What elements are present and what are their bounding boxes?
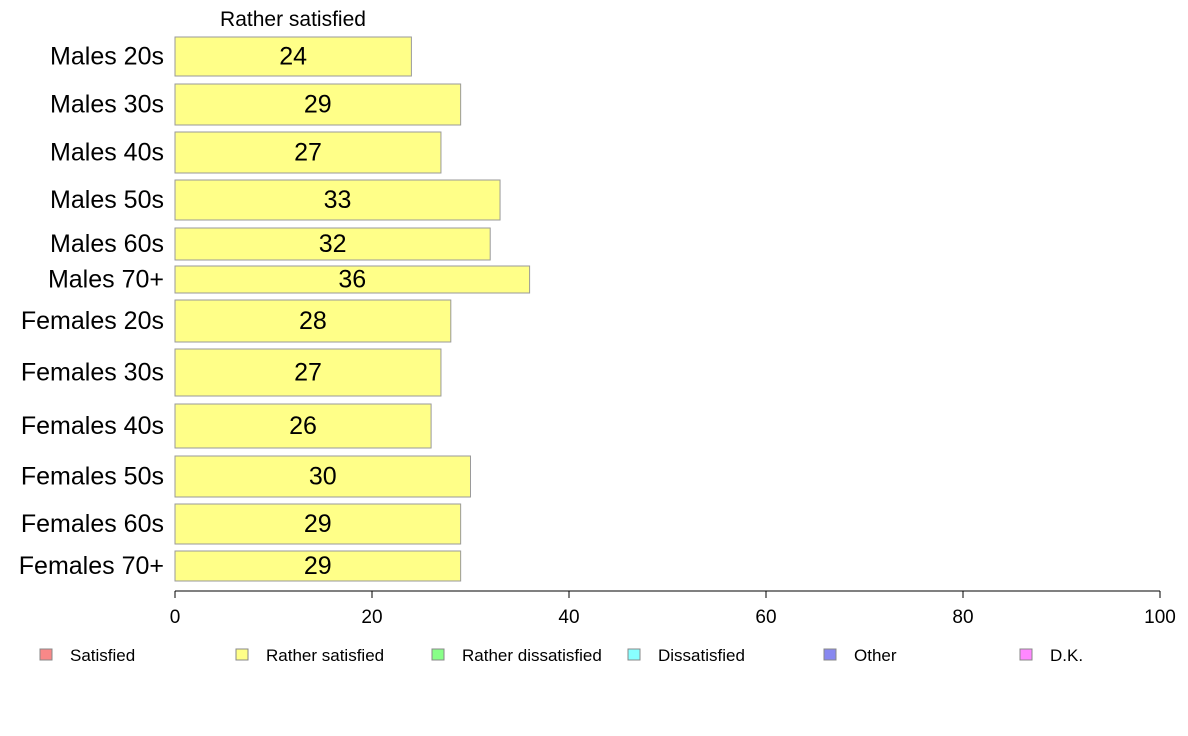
data-label: 30 bbox=[309, 463, 337, 491]
bars-group: Males 20s 24 Males 30s 29 Males 40s 27 Males 5… bbox=[19, 36, 531, 582]
legend: Satisfied Rather satisfied Rather dissatis… bbox=[39, 646, 1083, 665]
bar bbox=[174, 83, 462, 126]
category-label: Females 50s bbox=[21, 463, 164, 491]
data-label: 27 bbox=[294, 139, 322, 167]
category-label: Females 30s bbox=[21, 359, 164, 387]
legend-label: Dissatisfied bbox=[658, 646, 745, 665]
bar bbox=[174, 503, 462, 545]
legend-swatch bbox=[1019, 648, 1033, 661]
data-label: 24 bbox=[279, 43, 307, 71]
category-label: Males 70+ bbox=[48, 266, 164, 294]
bar bbox=[174, 550, 462, 582]
legend-swatch bbox=[39, 648, 53, 661]
category-label: Males 50s bbox=[50, 186, 164, 214]
series-title: Rather satisfied bbox=[220, 8, 366, 31]
data-label: 26 bbox=[289, 412, 317, 440]
category-label: Males 60s bbox=[50, 230, 164, 258]
category-label: Females 60s bbox=[21, 510, 164, 538]
legend-label: Other bbox=[854, 646, 897, 665]
legend-label: Rather satisfied bbox=[266, 646, 384, 665]
data-label: 29 bbox=[304, 510, 332, 538]
bar bbox=[174, 455, 471, 498]
x-tick-label: 40 bbox=[558, 607, 579, 628]
x-tick-label: 60 bbox=[755, 607, 776, 628]
x-tick-label: 80 bbox=[952, 607, 973, 628]
data-label: 27 bbox=[294, 359, 322, 387]
category-label: Females 70+ bbox=[19, 552, 164, 580]
legend-swatch bbox=[627, 648, 641, 661]
bar bbox=[174, 403, 432, 449]
legend-label: Rather dissatisfied bbox=[462, 646, 602, 665]
bar bbox=[174, 179, 501, 221]
data-label: 28 bbox=[299, 307, 327, 335]
data-label: 29 bbox=[304, 91, 332, 119]
x-tick-label: 0 bbox=[170, 607, 181, 628]
data-label: 33 bbox=[324, 186, 352, 214]
category-label: Males 30s bbox=[50, 91, 164, 119]
bar bbox=[174, 131, 442, 174]
bar bbox=[174, 36, 412, 77]
x-tick-label: 20 bbox=[361, 607, 382, 628]
legend-label: Satisfied bbox=[70, 646, 135, 665]
bar bbox=[174, 348, 442, 397]
bar bbox=[174, 299, 452, 343]
legend-label: D.K. bbox=[1050, 646, 1083, 665]
legend-swatch bbox=[823, 648, 837, 661]
legend-swatch bbox=[431, 648, 445, 661]
bar bbox=[174, 265, 531, 294]
data-label: 29 bbox=[304, 552, 332, 580]
category-label: Females 20s bbox=[21, 307, 164, 335]
bar bbox=[174, 227, 491, 261]
category-label: Males 40s bbox=[50, 139, 164, 167]
data-label: 36 bbox=[338, 266, 366, 294]
x-tick-label: 100 bbox=[1144, 607, 1176, 628]
category-label: Females 40s bbox=[21, 412, 164, 440]
legend-swatch bbox=[235, 648, 249, 661]
category-label: Males 20s bbox=[50, 43, 164, 71]
data-label: 32 bbox=[319, 230, 347, 258]
x-axis: 0 20 40 60 80 100 bbox=[170, 590, 1176, 628]
